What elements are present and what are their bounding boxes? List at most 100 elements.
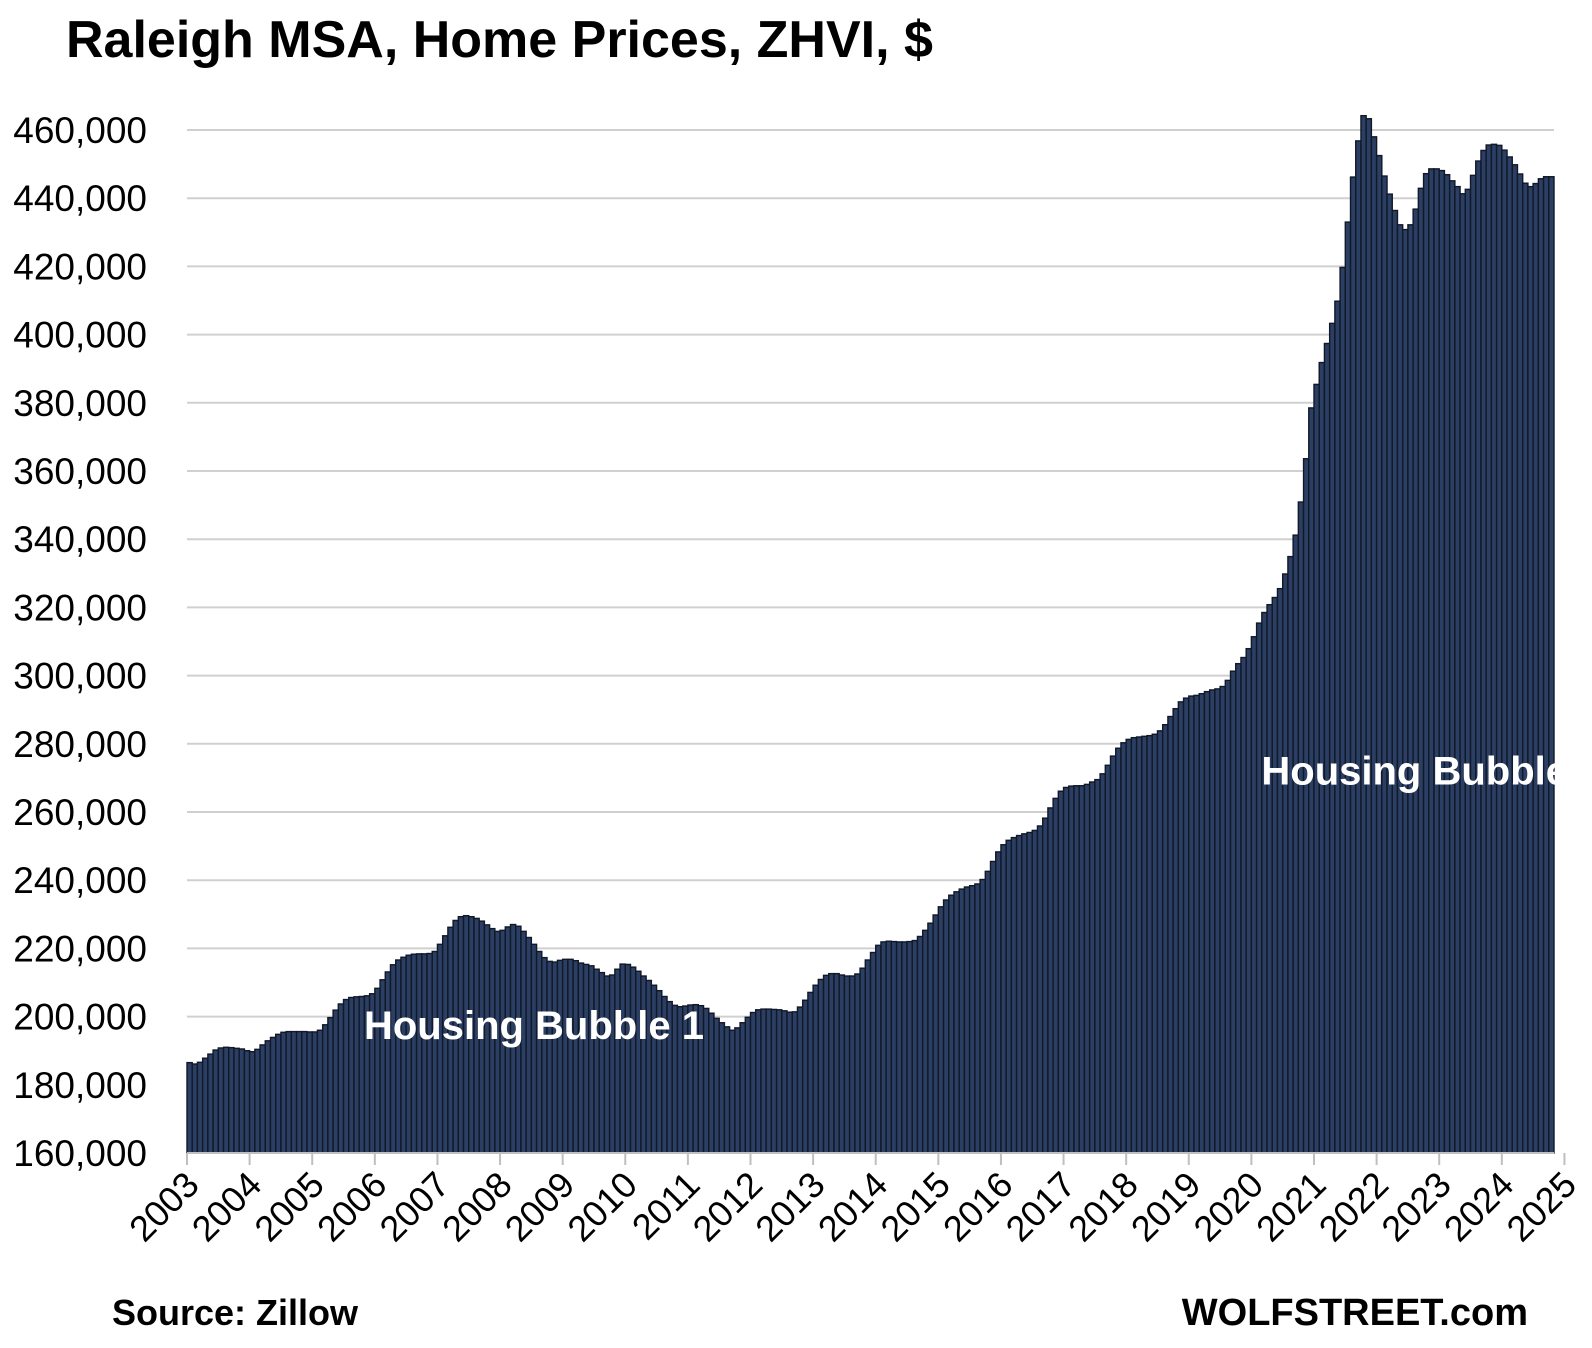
- bar: [1130, 736, 1138, 1154]
- bar: [1099, 773, 1106, 1154]
- bar: [269, 1036, 277, 1154]
- bar: [713, 1017, 720, 1154]
- bar: [1078, 785, 1086, 1154]
- bar: [431, 950, 439, 1154]
- bar: [243, 1049, 251, 1154]
- x-tick-label: 2011: [624, 1164, 708, 1248]
- bar: [1548, 176, 1555, 1154]
- bar: [854, 973, 861, 1154]
- bar: [530, 943, 538, 1154]
- bar: [1177, 701, 1185, 1154]
- bar: [342, 998, 350, 1154]
- bar: [1120, 742, 1127, 1154]
- bar: [1521, 182, 1529, 1154]
- bar: [1448, 180, 1456, 1154]
- bar: [895, 941, 903, 1154]
- bar: [290, 1030, 298, 1154]
- bar: [1224, 679, 1232, 1154]
- bar: [817, 978, 825, 1154]
- x-tick-label: 2015: [872, 1164, 958, 1250]
- x-tick-label: 2012: [685, 1164, 771, 1250]
- bar: [1438, 169, 1446, 1154]
- bar: [582, 963, 590, 1154]
- bar: [426, 952, 433, 1154]
- bar: [765, 1008, 773, 1154]
- y-tick-label: 280,000: [13, 724, 147, 765]
- bar: [1511, 164, 1519, 1154]
- y-tick-label: 380,000: [13, 383, 147, 424]
- bar: [327, 1016, 334, 1154]
- x-tick-label: 2014: [810, 1164, 896, 1250]
- y-tick-label: 460,000: [13, 110, 147, 151]
- bar: [1015, 834, 1023, 1154]
- bar: [1167, 715, 1174, 1154]
- bar: [1125, 738, 1133, 1154]
- bar: [619, 963, 626, 1154]
- x-tick-label: 2010: [559, 1164, 645, 1250]
- bar: [749, 1011, 757, 1154]
- bar: [828, 972, 835, 1154]
- bar: [1355, 140, 1362, 1154]
- bar: [890, 940, 898, 1154]
- bar: [551, 961, 559, 1154]
- bar: [1375, 154, 1383, 1154]
- bar: [436, 943, 444, 1154]
- bar: [838, 974, 846, 1154]
- bar: [953, 891, 960, 1154]
- bar: [1135, 736, 1143, 1154]
- bar: [603, 975, 611, 1154]
- bar: [979, 878, 986, 1154]
- bar: [1417, 187, 1425, 1154]
- bar: [1501, 149, 1508, 1154]
- y-tick-label: 400,000: [13, 315, 147, 356]
- bar: [859, 967, 866, 1154]
- bar: [1344, 221, 1352, 1154]
- bar: [1490, 143, 1498, 1154]
- bar: [635, 970, 642, 1154]
- bar: [337, 1003, 345, 1154]
- bar: [1219, 685, 1226, 1154]
- bar: [1485, 144, 1493, 1154]
- bar: [572, 959, 580, 1154]
- bar: [254, 1048, 261, 1154]
- bar: [958, 888, 966, 1154]
- bar: [1412, 208, 1420, 1154]
- bar: [1005, 839, 1013, 1154]
- bar: [1047, 807, 1054, 1154]
- bar: [1360, 114, 1367, 1154]
- y-tick-label: 340,000: [13, 519, 147, 560]
- bar: [405, 954, 413, 1154]
- bar: [1193, 694, 1200, 1154]
- bar: [1349, 176, 1357, 1154]
- bar: [948, 894, 955, 1154]
- y-tick-label: 300,000: [13, 656, 147, 697]
- y-tick-label: 360,000: [13, 451, 147, 492]
- x-tick-label: 2016: [935, 1164, 1021, 1250]
- bar: [812, 984, 820, 1154]
- x-tick-label: 2022: [1311, 1164, 1397, 1250]
- bar: [421, 953, 428, 1154]
- x-tick-label: 2018: [1060, 1164, 1146, 1250]
- bar: [760, 1008, 767, 1154]
- bar: [1370, 136, 1378, 1154]
- bar: [755, 1009, 762, 1154]
- bar: [598, 971, 606, 1154]
- bar: [212, 1049, 220, 1154]
- bar: [556, 959, 564, 1154]
- bar: [228, 1046, 235, 1154]
- bar: [880, 941, 887, 1154]
- x-tick-label: 2007: [371, 1164, 457, 1250]
- bar: [1495, 144, 1503, 1154]
- bar: [629, 966, 637, 1154]
- bar: [723, 1026, 731, 1154]
- y-tick-label: 200,000: [13, 997, 147, 1038]
- bar: [1041, 817, 1049, 1154]
- x-tick-label: 2006: [309, 1164, 395, 1250]
- bar: [1281, 573, 1289, 1154]
- y-tick-label: 420,000: [13, 246, 147, 287]
- bar: [1208, 689, 1216, 1154]
- bar: [1506, 156, 1513, 1154]
- bar: [739, 1022, 746, 1154]
- bar: [207, 1053, 214, 1154]
